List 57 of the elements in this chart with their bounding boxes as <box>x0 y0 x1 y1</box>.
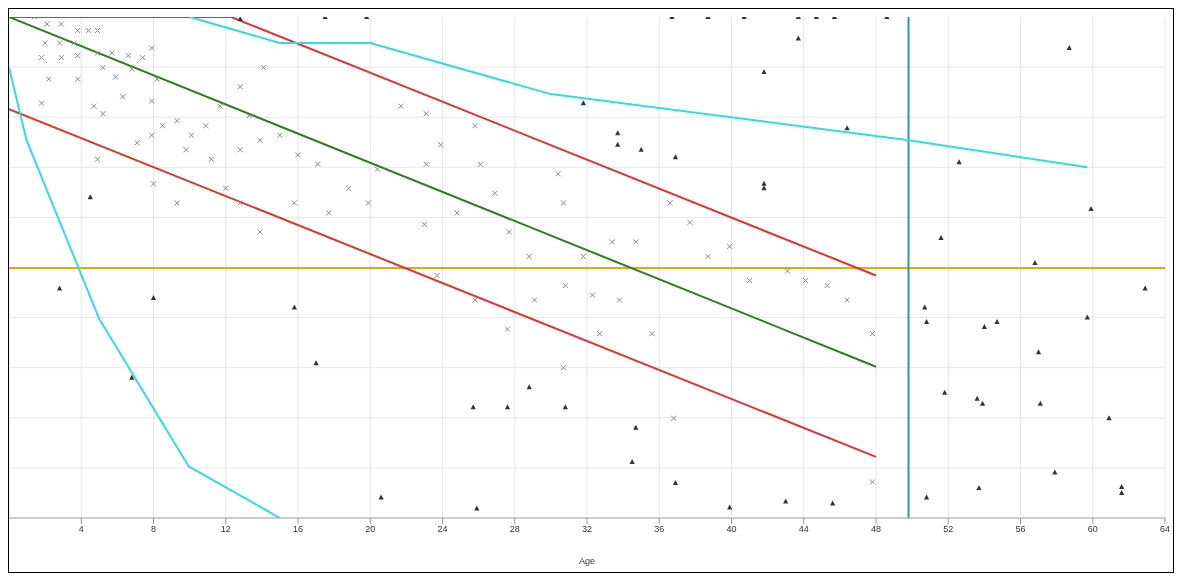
point <box>504 404 511 410</box>
point <box>638 146 644 152</box>
point <box>994 319 1000 325</box>
point <box>313 360 319 366</box>
point <box>1037 400 1043 406</box>
point <box>923 319 930 325</box>
point <box>1088 205 1094 211</box>
point <box>761 185 767 191</box>
point <box>795 35 801 41</box>
point <box>1084 314 1090 320</box>
x-tick-label: 24 <box>437 524 448 535</box>
point <box>1106 415 1112 421</box>
point <box>672 154 679 160</box>
point <box>615 141 621 147</box>
point <box>129 374 135 380</box>
point <box>976 484 982 490</box>
x-tick-label: 32 <box>581 524 593 535</box>
point <box>922 304 928 310</box>
point <box>1119 483 1125 489</box>
point <box>1142 285 1148 291</box>
point <box>1035 349 1042 355</box>
x-tick-label: 64 <box>1159 524 1171 535</box>
point <box>580 100 586 106</box>
x-tick-label: 8 <box>150 524 157 535</box>
point <box>672 479 679 485</box>
point <box>923 494 930 500</box>
x-tick-label: 60 <box>1087 524 1098 535</box>
point <box>150 295 157 301</box>
point <box>956 159 962 165</box>
x-tick-label: 44 <box>798 524 809 535</box>
x-tick-label: 4 <box>78 524 84 535</box>
point <box>633 424 639 430</box>
point <box>237 17 243 21</box>
point <box>291 304 297 310</box>
point <box>981 324 987 330</box>
x-tick-label: 48 <box>870 524 882 535</box>
x-tick-label: 12 <box>220 524 231 535</box>
point <box>761 180 767 186</box>
point <box>56 285 63 291</box>
point <box>844 125 850 131</box>
x-tick-label: 40 <box>726 524 737 535</box>
x-axis-title: Age <box>578 556 596 566</box>
x-tick-label: 36 <box>654 524 665 535</box>
x-tick-label: 28 <box>509 524 520 535</box>
point <box>1119 489 1125 495</box>
point <box>942 389 948 395</box>
x-tick-label: 52 <box>943 524 954 535</box>
x-tick-label: 56 <box>1015 524 1026 535</box>
point <box>1066 45 1072 51</box>
x-tick-label: 16 <box>292 524 304 535</box>
point <box>938 234 944 240</box>
point <box>761 69 767 75</box>
point <box>1032 259 1038 265</box>
point <box>979 400 986 406</box>
point <box>974 395 980 401</box>
point <box>629 458 635 464</box>
x-tick-label: 20 <box>365 524 376 535</box>
